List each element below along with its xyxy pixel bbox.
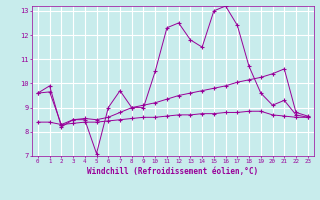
- X-axis label: Windchill (Refroidissement éolien,°C): Windchill (Refroidissement éolien,°C): [87, 167, 258, 176]
